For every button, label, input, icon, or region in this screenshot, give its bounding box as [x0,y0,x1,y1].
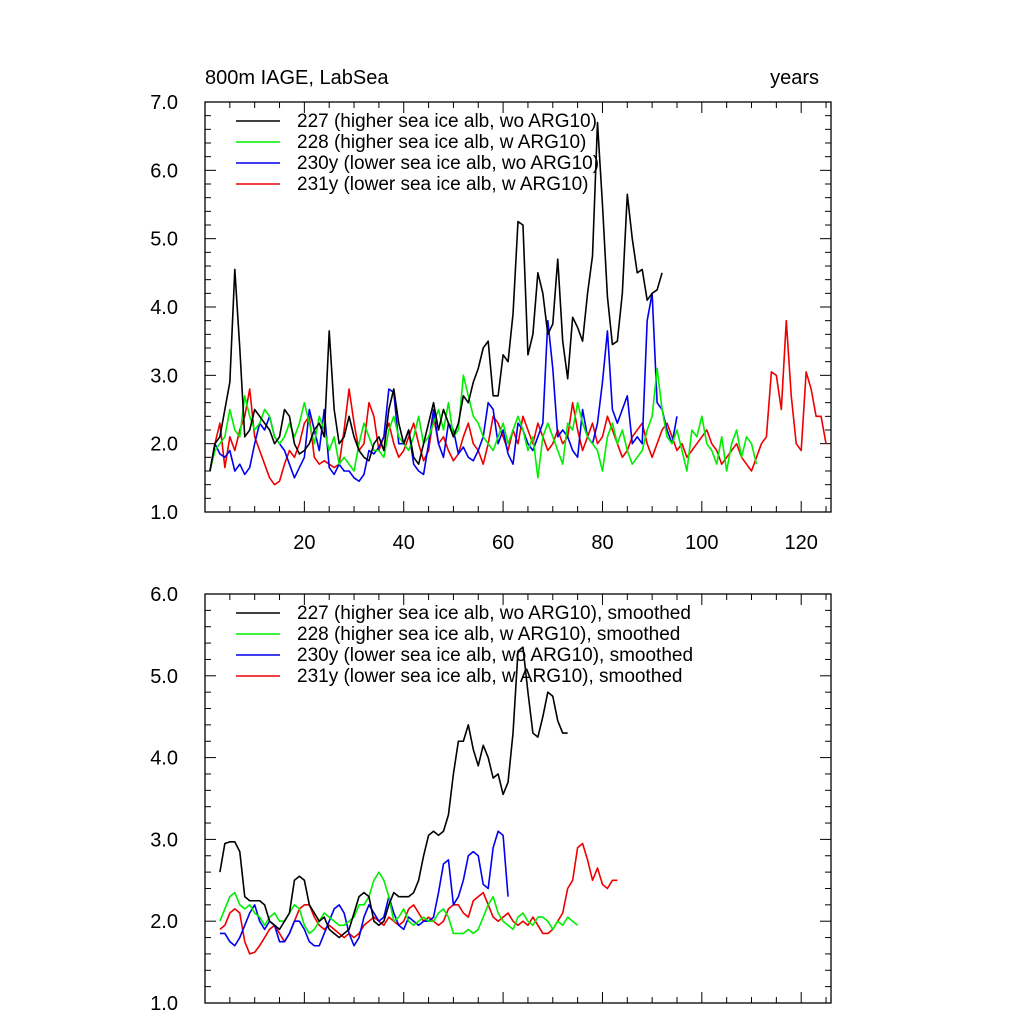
x-tick-label: 60 [492,532,514,554]
series-line-1 [219,646,568,939]
x-tick-label: 80 [591,532,613,554]
y-tick-label: 3.0 [150,829,178,851]
y-tick-label: 7.0 [150,92,178,114]
chart-title: 800m IAGE, LabSea [205,67,389,89]
y-tick-label: 3.0 [150,365,178,387]
bottom-chart-panel: 1.0 2.0 3.0 4.0 5.0 6.0 227 (higher sea ice al… [150,584,832,1015]
legend-label: 228 (higher sea ice alb, w ARG10), smoot… [297,624,680,645]
y-tick-label: 5.0 [150,666,178,688]
top-chart-panel: 800m IAGE, LabSea years 20 40 60 80 100 120 1.… [150,67,832,554]
legend-label: 227 (higher sea ice alb, wo ARG10) [297,111,597,132]
x-tick-label: 40 [393,532,415,554]
legend-label: 231y (lower sea ice alb, w ARG10), smoot… [297,666,682,687]
legend-label: 227 (higher sea ice alb, wo ARG10), smoo… [297,603,691,624]
x-tick-label: 100 [685,532,718,554]
series-line-1 [209,121,663,472]
series-line-2 [219,871,579,935]
y-tick-label: 6.0 [150,584,178,606]
legend-label: 230y (lower sea ice alb, wo ARG10) [297,153,599,174]
x-tick-label: 20 [293,532,315,554]
plot-frame [204,593,832,1004]
y-tick-label: 5.0 [150,229,178,251]
y-tick-label: 1.0 [150,502,178,524]
series-line-3 [209,292,678,483]
series-line-2 [209,367,758,479]
series-line-4 [219,842,618,955]
x-tick-label: 120 [785,532,818,554]
legend-label: 230y (lower sea ice alb, wo ARG10), smoo… [297,645,693,666]
y-tick-label: 4.0 [150,748,178,770]
y-tick-label: 1.0 [150,993,178,1015]
chart-subtitle: years [770,67,819,89]
y-tick-label: 6.0 [150,160,178,182]
legend-label: 231y (lower sea ice alb, w ARG10) [297,174,588,195]
legend-label: 228 (higher sea ice alb, w ARG10) [297,132,586,153]
series-line-3 [219,830,509,947]
y-tick-label: 2.0 [150,911,178,933]
y-tick-label: 4.0 [150,297,178,319]
series-line-4 [209,319,827,486]
y-tick-label: 2.0 [150,434,178,456]
